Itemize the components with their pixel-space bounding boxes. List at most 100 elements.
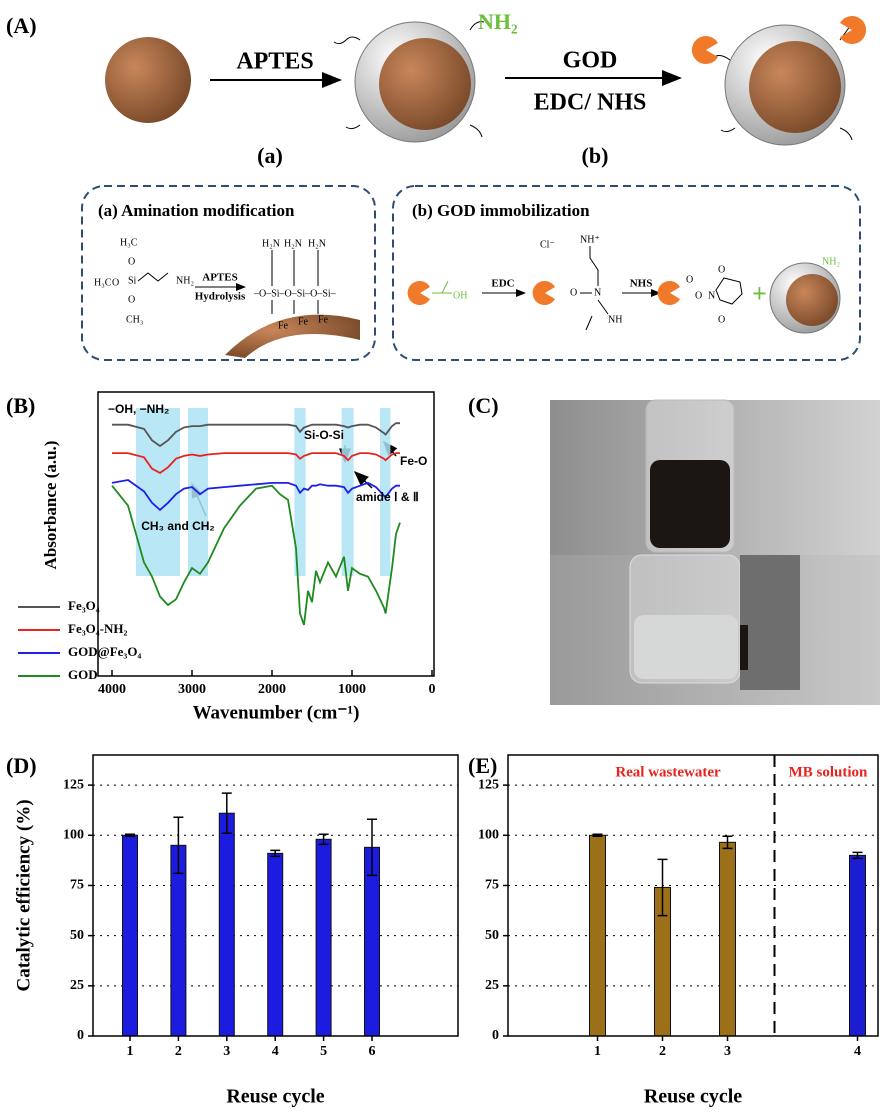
y-tick-label: 0 [77, 1028, 84, 1043]
x-tick-label: 4 [272, 1044, 279, 1059]
annotation: amide Ⅰ & Ⅱ [356, 490, 419, 504]
annotation: CH₃ and CH₂ [141, 519, 215, 533]
panel-label: (B) [6, 393, 35, 418]
x-tick-label: 3000 [178, 682, 206, 697]
highlight-band [136, 408, 180, 576]
step-label: (b) [582, 143, 609, 168]
x-tick-label: 1 [127, 1044, 134, 1059]
bond [432, 281, 452, 293]
x-tick-label: 1000 [338, 682, 366, 697]
atom: O [112, 277, 119, 288]
arrow-label: NHS [630, 278, 653, 290]
atom: OH [453, 290, 467, 301]
arrow-label: APTES [202, 272, 237, 284]
x-tick-label: 4000 [98, 682, 126, 697]
chain: –O–Si–O–Si–O–Si– [253, 288, 337, 299]
bar [316, 839, 331, 1036]
y-tick-label: 75 [70, 878, 84, 893]
arrow-label: Hydrolysis [195, 291, 246, 303]
x-tick-label: 3 [724, 1044, 731, 1059]
bar [850, 855, 866, 1036]
dispersion [650, 460, 730, 548]
clear-solution [634, 615, 738, 679]
photo [550, 400, 880, 705]
y-tick-label: 25 [70, 978, 84, 993]
atom: H₂N [308, 238, 326, 249]
bar [268, 853, 283, 1036]
figure: (A) (B) (C) (D) (E) APTES NH₂ GOD EDC/ N… [0, 0, 880, 1116]
atom: N [708, 290, 715, 301]
y-tick-label: 100 [478, 828, 499, 843]
x-axis-label: Reuse cycle [644, 1086, 742, 1108]
panel-label: (C) [468, 393, 499, 418]
legend-label: GOD@Fe₃O₄ [68, 644, 141, 659]
x-axis-label: Reuse cycle [226, 1086, 324, 1108]
y-tick-label: 125 [478, 777, 499, 792]
atom: Fe [318, 314, 329, 325]
core [379, 38, 471, 130]
enzyme [692, 36, 718, 64]
y-tick-label: 125 [63, 777, 84, 792]
y-axis-label: Catalytic efficiency (%) [13, 799, 34, 991]
arrow-label: APTES [236, 49, 313, 75]
panel-label: (A) [6, 13, 37, 38]
step-label: (a) [257, 143, 283, 168]
bond [272, 250, 318, 314]
x-tick-label: 1 [594, 1044, 601, 1059]
x-axis-label: Wavenumber (cm⁻¹) [193, 702, 360, 723]
atom: NH [608, 314, 622, 325]
x-tick-label: 0 [429, 682, 436, 697]
atom: H₂N [284, 238, 302, 249]
arrow-label: GOD [563, 48, 618, 74]
atom: NH⁺ [580, 234, 600, 245]
atom: O [718, 264, 725, 275]
annotation: MB solution [789, 764, 868, 780]
enzyme [533, 281, 555, 305]
bar [123, 835, 138, 1036]
annotation: −OH, −NH₂ [108, 402, 169, 416]
atom: O [128, 294, 135, 305]
atom: Fe [278, 320, 289, 331]
enzyme [658, 281, 680, 305]
group-label: NH₂ [478, 9, 518, 34]
y-tick-label: 50 [485, 928, 499, 943]
annotation: Si-O-Si [304, 428, 344, 442]
x-tick-label: 2 [175, 1044, 182, 1059]
enzyme [840, 16, 866, 44]
arrow-label: EDC [491, 278, 514, 290]
atom: NH₂ [176, 275, 194, 286]
legend-label: Fe₃O₄ [68, 598, 100, 613]
x-tick-label: 2 [659, 1044, 666, 1059]
y-axis-label: Absorbance (a.u.) [41, 441, 60, 570]
bar [219, 813, 234, 1036]
box-title: (a) Amination modification [98, 201, 295, 220]
atom: O [718, 314, 725, 325]
y-tick-label: 75 [485, 878, 499, 893]
scheme: APTES NH₂ GOD EDC/ NHS (a) (b) (a) Amina… [82, 9, 866, 360]
plus: + [752, 279, 767, 308]
x-tick-label: 4 [854, 1044, 861, 1059]
y-tick-label: 25 [485, 978, 499, 993]
x-tick-label: 3 [223, 1044, 230, 1059]
atom: O [686, 274, 693, 285]
enzyme [408, 281, 430, 305]
atom: O [570, 287, 577, 298]
atom: O [128, 256, 135, 267]
bond [716, 278, 742, 304]
surface [225, 315, 360, 358]
atom: NH₂ [822, 256, 840, 267]
bar [590, 835, 606, 1036]
legend-label: GOD [68, 667, 98, 682]
bond [138, 273, 168, 281]
core [786, 274, 838, 326]
arrow [355, 472, 372, 488]
arrow-label: EDC/ NHS [534, 90, 647, 116]
plot-frame [508, 755, 878, 1036]
atom: Cl⁻ [540, 239, 555, 250]
atom: CH₃ [126, 314, 143, 325]
magnet [740, 555, 800, 690]
y-tick-label: 50 [70, 928, 84, 943]
bar [720, 842, 736, 1036]
panel-label: (D) [6, 753, 37, 778]
panel-label: (E) [468, 753, 497, 778]
